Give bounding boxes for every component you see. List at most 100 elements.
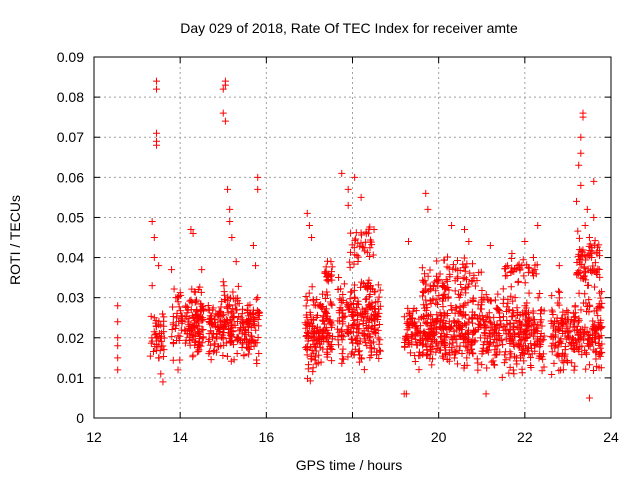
data-point — [428, 361, 436, 369]
data-point — [450, 354, 458, 362]
data-point — [357, 310, 365, 318]
data-point — [343, 326, 351, 334]
data-point — [420, 278, 428, 286]
data-point — [508, 335, 516, 343]
data-point — [590, 335, 598, 343]
data-point — [157, 370, 165, 378]
data-point — [204, 337, 212, 345]
data-point — [530, 325, 538, 333]
data-point — [337, 285, 345, 293]
data-point — [527, 354, 535, 362]
data-point — [168, 333, 176, 341]
data-point — [309, 349, 317, 357]
data-point — [589, 339, 597, 347]
data-point — [595, 334, 603, 342]
data-point — [475, 320, 483, 328]
data-point — [374, 315, 382, 323]
data-point — [338, 169, 346, 177]
data-point — [460, 301, 468, 309]
data-point — [319, 316, 327, 324]
data-point — [239, 316, 247, 324]
data-point — [551, 344, 559, 352]
data-point — [473, 355, 481, 363]
data-point — [540, 332, 548, 340]
data-point — [453, 257, 461, 265]
data-point — [556, 288, 564, 296]
data-point — [251, 339, 259, 347]
data-point — [519, 342, 527, 350]
data-point — [355, 358, 363, 366]
data-point — [439, 354, 447, 362]
data-point — [194, 348, 202, 356]
data-point — [224, 352, 232, 360]
data-point — [344, 201, 352, 209]
data-point — [548, 306, 556, 314]
data-point — [456, 323, 464, 331]
data-point — [160, 352, 168, 360]
data-point — [555, 287, 563, 295]
data-point — [328, 357, 336, 365]
data-point — [114, 342, 122, 350]
data-point — [432, 324, 440, 332]
data-point — [521, 279, 529, 287]
data-point — [238, 310, 246, 318]
data-point — [442, 343, 450, 351]
data-point — [582, 307, 590, 315]
data-point — [311, 356, 319, 364]
data-point — [207, 356, 215, 364]
data-point — [424, 287, 432, 295]
data-point — [172, 294, 180, 302]
data-point — [548, 292, 556, 300]
data-point — [415, 315, 423, 323]
data-point — [360, 335, 368, 343]
data-points — [114, 77, 606, 402]
data-point — [350, 260, 358, 268]
data-point — [538, 367, 546, 375]
y-tick-label: 0.04 — [57, 250, 84, 266]
data-point — [246, 301, 254, 309]
data-point — [160, 313, 168, 321]
data-point — [151, 343, 159, 351]
data-point — [195, 313, 203, 321]
data-point — [445, 357, 453, 365]
data-point — [501, 351, 509, 359]
data-point — [225, 334, 233, 342]
data-point — [478, 305, 486, 313]
data-point — [507, 269, 515, 277]
data-point — [210, 346, 218, 354]
data-point — [335, 317, 343, 325]
data-point — [489, 357, 497, 365]
data-point — [521, 238, 529, 246]
data-point — [538, 337, 546, 345]
data-point — [508, 250, 516, 258]
data-point — [328, 263, 336, 271]
data-point — [451, 277, 459, 285]
data-point — [478, 286, 486, 294]
data-point — [313, 323, 321, 331]
data-point — [482, 390, 490, 398]
data-point — [586, 331, 594, 339]
data-point — [241, 335, 249, 343]
data-point — [310, 297, 318, 305]
data-point — [444, 284, 452, 292]
data-point — [566, 328, 574, 336]
data-point — [320, 326, 328, 334]
data-point — [578, 351, 586, 359]
data-point — [499, 285, 507, 293]
data-point — [508, 313, 516, 321]
data-point — [191, 341, 199, 349]
data-point — [176, 332, 184, 340]
y-tick-label: 0.02 — [57, 330, 84, 346]
data-point — [536, 290, 544, 298]
data-point — [575, 269, 583, 277]
data-point — [357, 313, 365, 321]
data-point — [357, 283, 365, 291]
data-point — [254, 294, 262, 302]
data-point — [596, 344, 604, 352]
data-point — [569, 335, 577, 343]
data-point — [150, 328, 158, 336]
data-point — [353, 300, 361, 308]
data-point — [321, 327, 329, 335]
data-point — [465, 349, 473, 357]
data-point — [506, 340, 514, 348]
